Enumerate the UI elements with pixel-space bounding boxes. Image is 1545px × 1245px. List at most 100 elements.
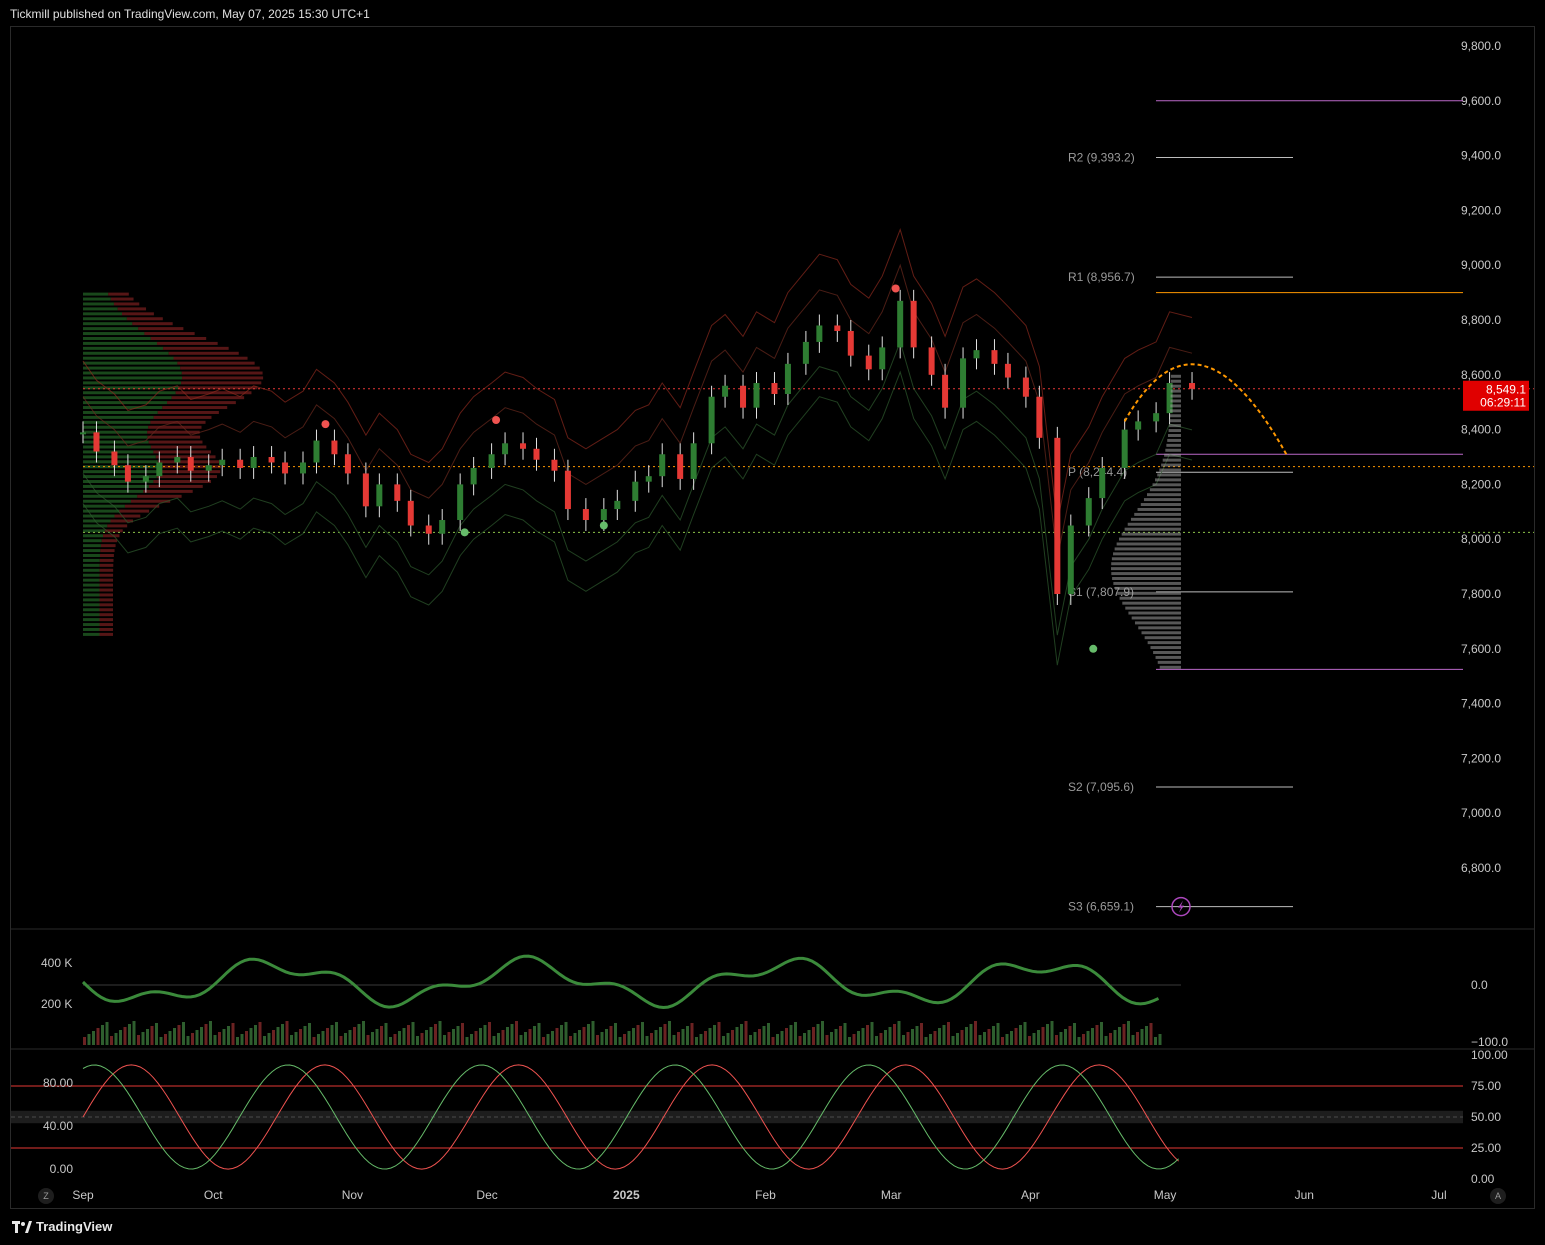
volume-bar <box>1158 1034 1162 1045</box>
volume-profile-bar <box>83 504 125 508</box>
volume-bar <box>911 1029 914 1045</box>
volume-profile-bar <box>1125 606 1181 610</box>
timezone-button[interactable]: Z <box>38 1188 54 1204</box>
volume-bar <box>267 1033 271 1045</box>
volume-profile-bar <box>83 613 100 617</box>
volume-profile-bar <box>130 499 171 503</box>
y-tick-label: 9,200.0 <box>1461 203 1501 217</box>
volume-profile-bar <box>1159 665 1181 669</box>
volume-bar <box>1095 1025 1099 1045</box>
volume-bar <box>141 1032 145 1045</box>
y-tick-label: 8,000.0 <box>1461 532 1501 546</box>
volume-profile-bar <box>177 361 255 365</box>
volume-bar <box>987 1029 991 1045</box>
volume-profile-bar <box>137 494 182 498</box>
projection-arc <box>1123 363 1288 455</box>
volume-bar <box>726 1033 730 1045</box>
volume-bar <box>623 1034 626 1045</box>
volume-profile-bar <box>162 406 228 410</box>
volume-profile-bar <box>1155 478 1181 482</box>
x-axis-label: Jul <box>1431 1188 1446 1202</box>
volume-bar <box>344 1033 347 1045</box>
volume-bar <box>555 1028 559 1045</box>
chart-frame[interactable]: 9,800.0 9,600.0 9,400.0 9,200.0 9,000.0 8,800… <box>10 26 1535 1209</box>
candle-body <box>300 462 307 474</box>
volume-profile-bar <box>83 346 164 350</box>
volume-bar <box>668 1021 671 1045</box>
volume-bar <box>447 1032 451 1045</box>
volume-bar <box>560 1025 563 1045</box>
volume-profile-bar <box>83 509 120 513</box>
candle-body <box>313 440 320 463</box>
volume-profile-bar <box>103 534 120 538</box>
mid-upper-band <box>82 263 1193 559</box>
pivot-label: R1 (8,956.7) <box>1068 270 1135 284</box>
volume-profile-bar <box>83 312 122 316</box>
volume-bar <box>515 1021 518 1045</box>
x-axis-label: Oct <box>204 1188 223 1202</box>
volume-bar <box>465 1037 469 1045</box>
candle-body <box>910 300 917 348</box>
volume-bar <box>1014 1028 1018 1045</box>
volume-bar <box>474 1031 478 1045</box>
volume-bar <box>123 1027 127 1045</box>
lower-band <box>82 370 1193 666</box>
candle-body <box>659 454 666 477</box>
volume-profile-bar <box>1170 409 1181 413</box>
x-axis-label: Sep <box>72 1188 94 1202</box>
volume-bar <box>1100 1022 1103 1045</box>
volume-profile-bar <box>1168 429 1181 433</box>
volume-bar <box>816 1024 820 1045</box>
volume-bar <box>776 1034 779 1045</box>
volume-profile-bar <box>99 598 114 602</box>
volume-bar <box>155 1023 158 1045</box>
volume-profile-bar <box>83 396 172 400</box>
volume-bar <box>888 1027 892 1045</box>
volume-profile-bar <box>83 618 100 622</box>
volume-profile-bar <box>83 406 163 410</box>
candle-body <box>645 476 652 482</box>
y-tick-label: 8,400.0 <box>1461 423 1501 437</box>
auto-scale-button[interactable]: A <box>1490 1188 1506 1204</box>
volume-bar <box>416 1036 419 1045</box>
volume-bar <box>659 1027 662 1045</box>
volume-bar <box>420 1033 424 1045</box>
volume-profile-bar <box>83 598 100 602</box>
volume-profile-bar <box>100 544 116 548</box>
volume-profile-bar <box>83 519 111 523</box>
candle-body <box>928 347 935 375</box>
candle-body <box>488 454 495 468</box>
volume-profile-bar <box>83 292 109 296</box>
volume-bar <box>1064 1029 1067 1045</box>
candle-body <box>407 500 414 526</box>
candle-body <box>614 500 621 510</box>
volume-profile-bar <box>1152 483 1181 487</box>
volume-bar <box>573 1033 577 1045</box>
last-price-label <box>1463 380 1529 411</box>
candle-body <box>740 385 747 408</box>
volume-bar <box>978 1035 982 1045</box>
volume-bar <box>965 1027 968 1045</box>
tradingview-logo[interactable]: TradingView <box>12 1219 112 1234</box>
volume-profile-bar <box>1113 552 1181 556</box>
volume-bar <box>1023 1022 1027 1045</box>
volume-bar <box>821 1021 824 1045</box>
volume-bar <box>312 1037 316 1045</box>
volume-bar <box>425 1030 428 1045</box>
candle-body <box>784 363 791 394</box>
volume-bar <box>1154 1037 1157 1045</box>
candle-body <box>708 396 715 444</box>
volume-bar <box>969 1024 973 1045</box>
volume-bar <box>294 1032 298 1045</box>
volume-bar <box>1050 1021 1054 1045</box>
volume-bar <box>807 1030 811 1045</box>
volume-profile-bar <box>83 578 100 582</box>
volume-bar <box>263 1036 266 1045</box>
volume-profile-bar <box>148 425 202 429</box>
candle-body <box>771 383 778 394</box>
chart-canvas[interactable]: 9,800.0 9,600.0 9,400.0 9,200.0 9,000.0 8,800… <box>11 27 1534 1208</box>
volume-profile-bar <box>153 450 211 454</box>
y-tick-label: 9,800.0 <box>1461 39 1501 53</box>
volume-bar <box>546 1034 550 1045</box>
volume-bar <box>303 1026 307 1045</box>
